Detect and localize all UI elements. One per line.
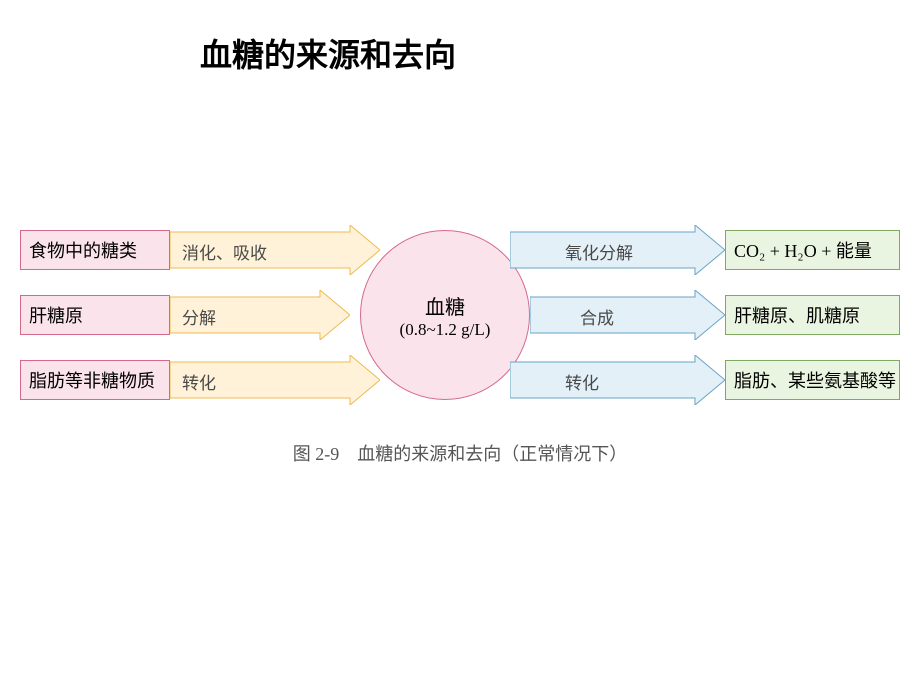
dest-arrow-2: 合成	[530, 290, 725, 345]
source-box-1: 食物中的糖类	[20, 230, 170, 270]
dest-arrow-3: 转化	[510, 355, 725, 410]
blood-sugar-diagram: 食物中的糖类 肝糖原 脂肪等非糖物质 消化、吸收 分解 转化 血糖 (0.8~1…	[20, 215, 900, 475]
arrow-label: 分解	[182, 304, 216, 329]
source-label: 肝糖原	[29, 302, 83, 328]
dest-label: CO₂ + H₂O + 能量	[734, 237, 872, 263]
dest-box-3: 脂肪、某些氨基酸等	[725, 360, 900, 400]
dest-box-2: 肝糖原、肌糖原	[725, 295, 900, 335]
source-box-3: 脂肪等非糖物质	[20, 360, 170, 400]
source-arrow-1: 消化、吸收	[170, 225, 380, 280]
source-arrow-2: 分解	[170, 290, 350, 345]
dest-label: 脂肪、某些氨基酸等	[734, 367, 896, 393]
arrow-label: 转化	[182, 369, 216, 394]
source-arrow-3: 转化	[170, 355, 380, 410]
dest-box-1: CO₂ + H₂O + 能量	[725, 230, 900, 270]
source-box-2: 肝糖原	[20, 295, 170, 335]
dest-label: 肝糖原、肌糖原	[734, 302, 860, 328]
figure-caption: 图 2-9 血糖的来源和去向（正常情况下）	[0, 440, 920, 466]
page-title: 血糖的来源和去向	[200, 30, 456, 76]
source-label: 脂肪等非糖物质	[29, 367, 155, 393]
center-circle: 血糖 (0.8~1.2 g/L)	[360, 230, 530, 400]
arrow-label: 氧化分解	[565, 239, 633, 264]
arrow-label: 合成	[580, 304, 614, 329]
arrow-label: 转化	[565, 369, 599, 394]
circle-label-bottom: (0.8~1.2 g/L)	[400, 320, 491, 340]
source-label: 食物中的糖类	[29, 237, 137, 263]
circle-label-top: 血糖	[425, 291, 465, 320]
arrow-label: 消化、吸收	[182, 239, 267, 264]
dest-arrow-1: 氧化分解	[510, 225, 725, 280]
